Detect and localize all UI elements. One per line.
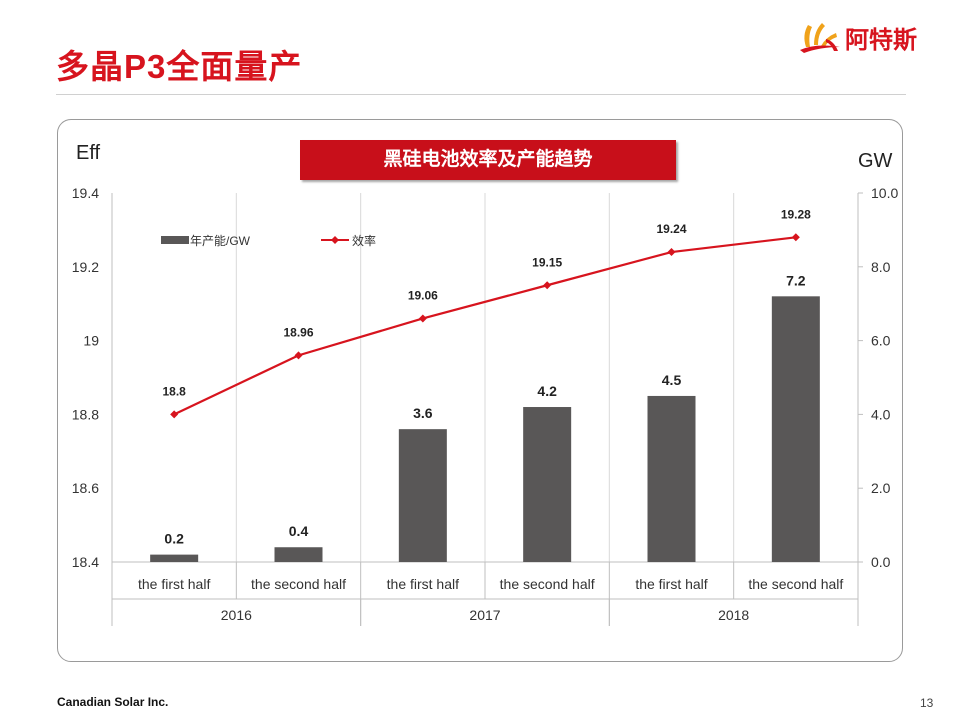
chart-title: 黑硅电池效率及产能趋势 (300, 140, 676, 180)
line-point (294, 351, 303, 360)
line-value-label: 19.15 (532, 255, 562, 269)
legend-bar-swatch (161, 236, 189, 244)
line-value-label: 18.8 (162, 384, 186, 398)
page-number: 13 (920, 696, 934, 710)
bar (398, 429, 447, 562)
x-tick-label: the second half (500, 576, 595, 592)
legend-bar-label: 年产能/GW (190, 234, 251, 248)
y-right-tick-label: 4.0 (871, 406, 891, 422)
x-tick-label: the second half (251, 576, 346, 592)
bar-value-label: 7.2 (786, 272, 806, 288)
bar (274, 547, 323, 562)
x-tick-label: the first half (138, 576, 210, 592)
title-divider (56, 94, 906, 95)
x-group-label: 2016 (221, 607, 252, 623)
y-left-tick-label: 19.4 (72, 185, 99, 201)
bar-value-label: 0.4 (289, 523, 309, 539)
bar-value-label: 0.2 (164, 531, 184, 547)
x-tick-label: the second half (748, 576, 843, 592)
y-left-tick-label: 19 (83, 333, 99, 349)
bar (771, 296, 820, 562)
footer-company: Canadian Solar Inc. (57, 695, 169, 709)
slide-title: 多晶P3全面量产 (56, 48, 303, 85)
bar-value-label: 4.5 (662, 372, 682, 388)
y-left-tick-label: 18.8 (72, 406, 99, 422)
y-left-axis-label: Eff (76, 142, 101, 164)
y-right-tick-label: 10.0 (871, 185, 898, 201)
x-group-label: 2018 (718, 607, 749, 623)
bar (523, 407, 572, 562)
x-group-label: 2017 (469, 607, 500, 623)
line-value-label: 18.96 (283, 325, 313, 339)
y-left-tick-label: 18.4 (72, 554, 99, 570)
line-value-label: 19.28 (781, 207, 811, 221)
x-tick-label: the first half (387, 576, 459, 592)
efficiency-line (173, 236, 796, 416)
line-point (418, 314, 427, 323)
line-value-label: 19.06 (408, 288, 438, 302)
bar (150, 554, 199, 562)
y-right-tick-label: 0.0 (871, 554, 891, 570)
legend-line-label: 效率 (352, 233, 376, 248)
logo-text: 阿特斯 (845, 27, 917, 54)
y-left-tick-label: 18.6 (72, 480, 99, 496)
x-tick-label: the first half (635, 576, 707, 592)
y-right-tick-label: 8.0 (871, 259, 891, 275)
logo-icon (800, 23, 840, 53)
bar (647, 395, 696, 562)
y-right-tick-label: 6.0 (871, 333, 891, 349)
legend-line-marker (331, 236, 339, 244)
y-right-axis-label: GW (858, 150, 893, 172)
line-point (170, 410, 179, 419)
bar-value-label: 4.2 (537, 383, 557, 399)
y-left-tick-label: 19.2 (72, 259, 99, 275)
line-point (791, 233, 800, 242)
y-right-tick-label: 2.0 (871, 480, 891, 496)
bar-value-label: 3.6 (413, 405, 433, 421)
line-point (667, 248, 676, 257)
line-point (543, 281, 552, 290)
chart-panel (57, 119, 903, 662)
line-value-label: 19.24 (656, 222, 686, 236)
